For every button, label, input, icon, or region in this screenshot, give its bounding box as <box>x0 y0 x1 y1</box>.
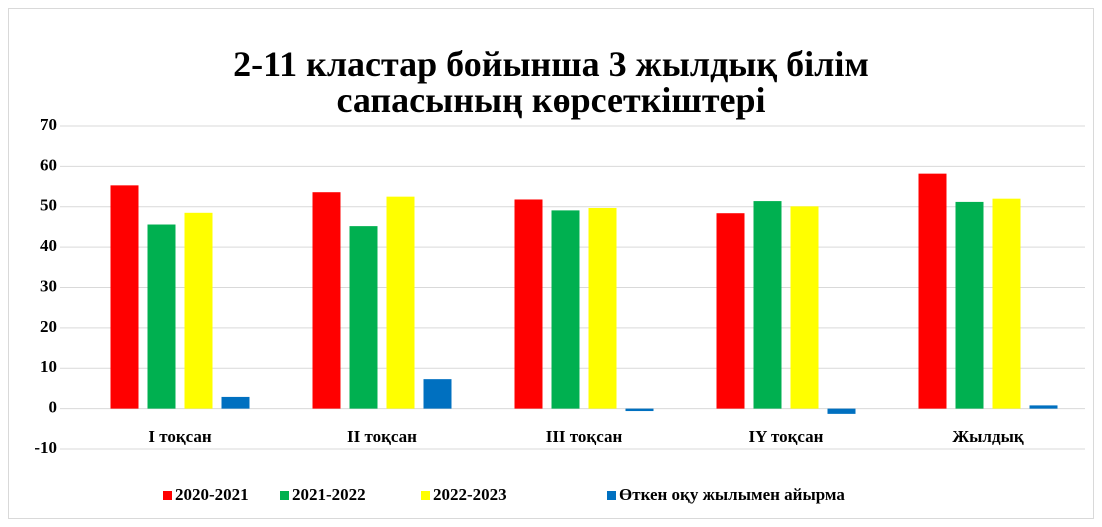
y-tick-label: 40 <box>40 236 57 255</box>
bar <box>753 201 782 409</box>
bar <box>147 224 176 409</box>
bar <box>221 396 250 409</box>
bar <box>184 212 213 409</box>
x-tick-label: I тоқсан <box>148 427 212 446</box>
bar <box>588 207 617 409</box>
bar <box>790 206 819 409</box>
y-tick-label: 30 <box>40 276 57 295</box>
legend-label: 2021-2022 <box>292 485 366 504</box>
y-tick-label: 20 <box>40 317 57 336</box>
x-tick-label: Жылдық <box>952 427 1023 446</box>
x-tick-label: IY тоқсан <box>749 427 824 446</box>
y-tick-label: 70 <box>40 115 57 134</box>
y-tick-label: 0 <box>49 398 58 417</box>
bar <box>827 408 856 414</box>
y-tick-label: 60 <box>40 155 57 174</box>
y-tick-label: 50 <box>40 196 57 215</box>
chart-title: 2-11 кластар бойынша 3 жылдық білім сапа… <box>233 44 869 120</box>
bar <box>551 210 580 409</box>
bar <box>1029 405 1058 409</box>
bar <box>716 213 745 409</box>
legend-swatch <box>421 491 430 500</box>
bar <box>312 192 341 409</box>
legend-swatch <box>607 491 616 500</box>
bar <box>514 199 543 409</box>
x-tick-label: III тоқсан <box>546 427 623 446</box>
legend-label: Өткен оқу жылымен айырма <box>619 485 845 504</box>
y-tick-label: 10 <box>40 357 57 376</box>
bar <box>625 408 654 412</box>
legend-swatch <box>163 491 172 500</box>
bar <box>349 226 378 409</box>
bar <box>918 173 947 409</box>
legend-swatch <box>280 491 289 500</box>
bar <box>423 379 452 409</box>
bar <box>386 196 415 409</box>
bar <box>110 185 139 409</box>
x-tick-label: II тоқсан <box>347 427 417 446</box>
bar <box>992 198 1021 409</box>
bar <box>955 201 984 409</box>
y-tick-label: -10 <box>34 438 57 457</box>
legend-label: 2022-2023 <box>433 485 507 504</box>
legend-label: 2020-2021 <box>175 485 249 504</box>
